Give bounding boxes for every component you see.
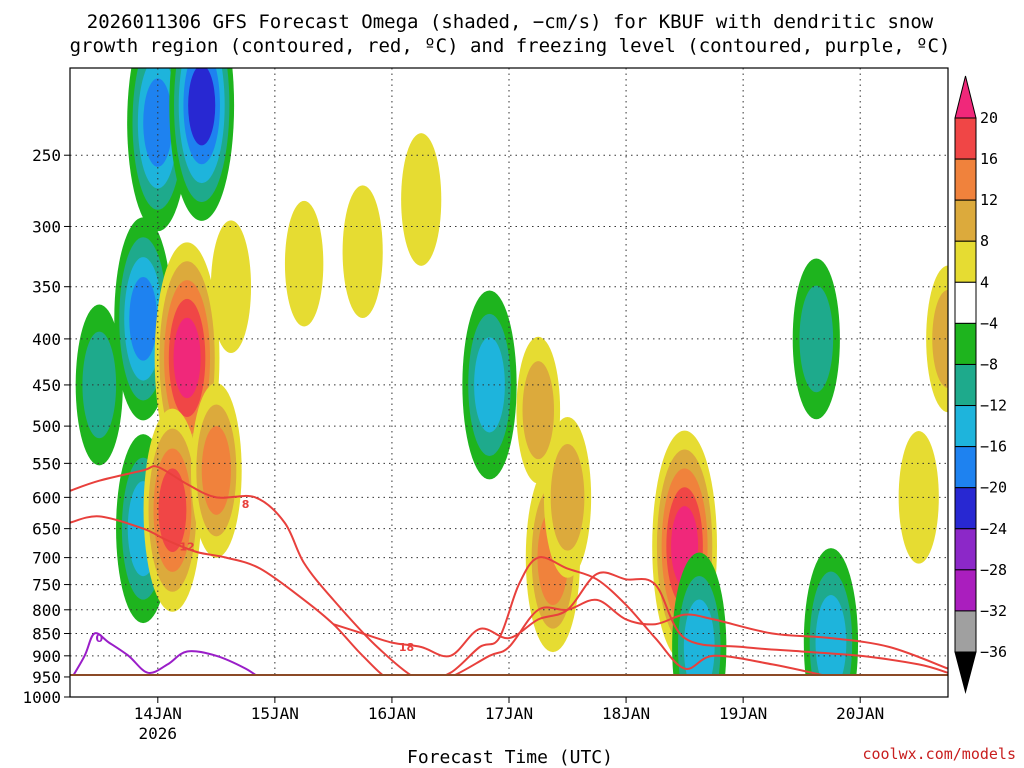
y-tick-label-950: 950 <box>32 668 61 687</box>
omega-blob-18-level-1 <box>799 285 834 393</box>
omega-blob-9-level-0 <box>284 200 324 327</box>
colorbar-label-5: −4 <box>980 314 998 332</box>
colorbar-box-11 <box>954 569 977 612</box>
y-tick-label-550: 550 <box>32 454 61 473</box>
colorbar-label-11: −28 <box>980 561 1007 579</box>
y-tick-label-700: 700 <box>32 549 61 568</box>
omega-blob-0-level-1 <box>82 331 117 439</box>
omega-blob-10-level-0 <box>342 185 383 319</box>
grid-lines <box>70 68 948 676</box>
y-axis: 250 300 350 400 450 500 550 600 650 700 750 800 850 9… <box>22 146 70 707</box>
contour--8 <box>70 465 948 676</box>
y-tick-label-300: 300 <box>32 217 61 236</box>
y-tick-label-1000: 1000 <box>22 688 61 707</box>
x-tick-label-5: 19JAN <box>719 704 767 723</box>
y-tick-label-900: 900 <box>32 647 61 666</box>
contour-label--8: 8 <box>242 498 250 511</box>
contour-label--12: 12 <box>179 540 194 553</box>
colorbar-label-10: −24 <box>980 520 1007 538</box>
colorbar-box-10 <box>954 528 977 571</box>
x-tick-label-1: 15JAN <box>251 704 299 723</box>
contour-label-0: 0 <box>95 632 103 645</box>
colorbar-box-6 <box>954 363 977 407</box>
colorbar-box-0 <box>954 117 977 160</box>
y-tick-label-800: 800 <box>32 601 61 620</box>
y-tick-label-850: 850 <box>32 624 61 643</box>
chart-title-line2: growth region (contoured, red, ºC) and f… <box>70 35 951 57</box>
colorbar-box-5 <box>954 322 977 365</box>
contour-lines: 8 12 18 0 <box>70 465 948 689</box>
y-tick-label-650: 650 <box>32 520 61 539</box>
contour-0-b <box>499 681 616 689</box>
omega-blob-6-level-3 <box>158 468 187 553</box>
x-tick-label-4: 18JAN <box>602 704 650 723</box>
omega-blob-19-level-2 <box>815 595 847 676</box>
x-tick-label-2: 16JAN <box>368 704 416 723</box>
x-tick-label-6: 20JAN <box>836 704 884 723</box>
ground-surface <box>70 674 948 676</box>
colorbar-label-2: 12 <box>980 191 998 209</box>
colorbar-label-4: 4 <box>980 273 989 291</box>
omega-blob-13-level-1 <box>522 361 555 460</box>
colorbar-bottom-arrow <box>954 651 977 694</box>
colorbar-box-8 <box>954 446 977 489</box>
contour--18 <box>333 571 948 674</box>
x-tick-label-3: 17JAN <box>485 704 533 723</box>
x-tick-sublabel-0: 2026 <box>139 724 178 743</box>
colorbar-box-3 <box>954 240 977 283</box>
colorbar-box-12 <box>954 610 977 653</box>
omega-blob-3-level-3 <box>143 78 173 167</box>
colorbar-box-9 <box>954 487 977 530</box>
contour-label--18: 18 <box>399 641 414 654</box>
colorbar-top-arrow <box>954 75 977 119</box>
x-axis-label: Forecast Time (UTC) <box>407 747 613 768</box>
y-tick-label-500: 500 <box>32 417 61 436</box>
y-tick-label-600: 600 <box>32 488 61 507</box>
colorbar-label-7: −12 <box>980 397 1007 415</box>
contour-0 <box>71 632 259 676</box>
y-tick-label-750: 750 <box>32 576 61 595</box>
colorbar-label-6: −8 <box>980 355 998 373</box>
colorbar-label-1: 16 <box>980 150 998 168</box>
x-tick-label-0: 14JAN <box>134 704 182 723</box>
colorbar-label-12: −32 <box>980 602 1007 620</box>
omega-blob-5-level-4 <box>173 317 201 399</box>
colorbar-label-3: 8 <box>980 232 989 250</box>
omega-blob-4-level-4 <box>188 68 216 146</box>
credit-text: coolwx.com/models <box>862 745 1016 763</box>
colorbar-label-0: 20 <box>980 109 998 127</box>
colorbar: 20 16 12 8 4 −4 −8 −12 −16 −20 −24 −28 −32 −36 <box>954 75 1007 694</box>
omega-shading <box>75 68 948 676</box>
colorbar-box-2 <box>954 199 977 242</box>
omega-blob-20-level-0 <box>898 431 939 564</box>
omega-blob-1-level-3 <box>129 277 158 361</box>
chart-title-line1: 2026011306 GFS Forecast Omega (shaded, −… <box>87 11 934 33</box>
y-tick-label-450: 450 <box>32 376 61 395</box>
y-tick-label-350: 350 <box>32 278 61 297</box>
colorbar-label-13: −36 <box>980 643 1007 661</box>
contour--12 <box>70 515 832 676</box>
colorbar-box-4 <box>954 281 977 324</box>
colorbar-box-7 <box>954 405 977 448</box>
y-tick-label-400: 400 <box>32 330 61 349</box>
y-tick-label-250: 250 <box>32 146 61 165</box>
plot-area: 8 12 18 0 <box>70 68 948 689</box>
colorbar-box-1 <box>954 158 977 201</box>
omega-blob-11-level-0 <box>401 133 442 266</box>
colorbar-label-8: −16 <box>980 438 1007 456</box>
omega-blob-7-level-2 <box>201 425 231 515</box>
colorbar-label-9: −20 <box>980 479 1007 497</box>
omega-blob-15-level-1 <box>550 444 585 551</box>
